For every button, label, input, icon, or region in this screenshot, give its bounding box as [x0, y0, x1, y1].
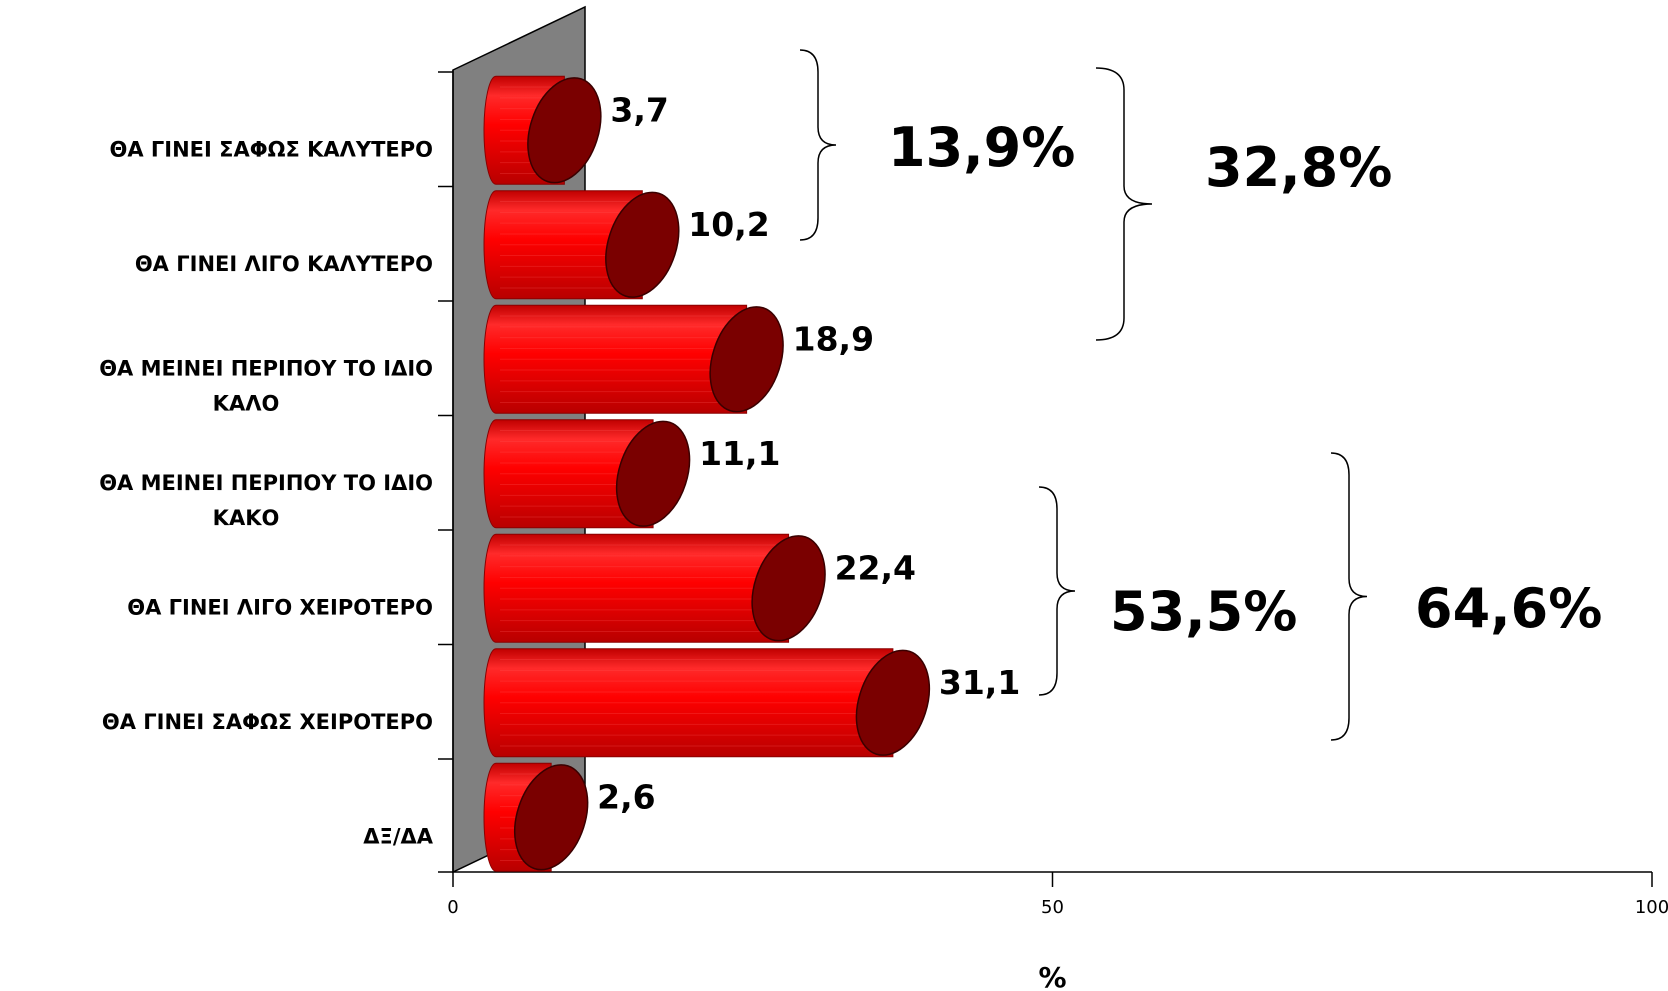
value-label: 18,9 [793, 319, 874, 358]
category-label: ΘΑ ΓΙΝΕΙ ΛΙΓΟ ΧΕΙΡΟΤΕΡΟ [127, 595, 433, 619]
category-label: ΔΞ/ΔΑ [363, 824, 433, 848]
value-label: 10,2 [688, 205, 769, 244]
category-label: ΘΑ ΓΙΝΕΙ ΣΑΦΩΣ ΚΑΛΥΤΕΡΟ [109, 137, 433, 161]
category-label: ΘΑ ΜΕΙΝΕΙ ΠΕΡΙΠΟΥ ΤΟ ΙΔΙΟ [99, 356, 433, 380]
group-brace [1038, 486, 1076, 696]
group-total-label: 53,5% [1110, 580, 1297, 643]
bar-end-cap [855, 649, 931, 756]
value-label: 2,6 [597, 777, 655, 816]
bar-end-cap [605, 191, 680, 298]
group-brace [1095, 67, 1153, 341]
group-total-label: 13,9% [888, 116, 1075, 179]
bar-end-cap [615, 420, 691, 527]
group-brace [1330, 452, 1368, 741]
group-total-label: 64,6% [1415, 577, 1602, 640]
bar-6 [483, 648, 931, 758]
x-tick-label: 100 [1635, 897, 1668, 918]
value-label: 3,7 [610, 90, 668, 129]
bar-1 [483, 75, 602, 185]
bar-end-cap [709, 306, 784, 413]
category-label: ΘΑ ΓΙΝΕΙ ΣΑΦΩΣ ΧΕΙΡΟΤΕΡΟ [102, 710, 433, 734]
x-tick-label: 0 [447, 897, 458, 918]
bar-body [483, 419, 654, 529]
bar-end-cap [751, 535, 826, 642]
bar-body [483, 648, 894, 758]
value-label: 11,1 [699, 434, 780, 473]
bar-end-cap [514, 764, 589, 871]
bar-2 [483, 190, 680, 300]
category-label: ΚΑΚΟ [213, 506, 280, 530]
bar-5 [483, 533, 826, 643]
category-label: ΘΑ ΜΕΙΝΕΙ ΠΕΡΙΠΟΥ ΤΟ ΙΔΙΟ [99, 471, 433, 495]
category-label: ΚΑΛΟ [213, 391, 280, 415]
bar-3 [483, 304, 784, 414]
category-label: ΘΑ ΓΙΝΕΙ ΛΙΓΟ ΚΑΛΥΤΕΡΟ [135, 252, 433, 276]
x-tick-label: 50 [1041, 897, 1064, 918]
bar-4 [483, 419, 691, 529]
value-label: 31,1 [939, 663, 1020, 702]
group-total-label: 32,8% [1205, 136, 1392, 199]
bar-end-cap [527, 77, 602, 184]
x-axis-title: % [1038, 961, 1066, 991]
bar-body [483, 190, 643, 300]
bar-body [483, 304, 748, 414]
value-label: 22,4 [835, 548, 916, 587]
bar-body [483, 533, 790, 643]
group-brace [799, 49, 837, 241]
bar-7 [483, 762, 589, 872]
